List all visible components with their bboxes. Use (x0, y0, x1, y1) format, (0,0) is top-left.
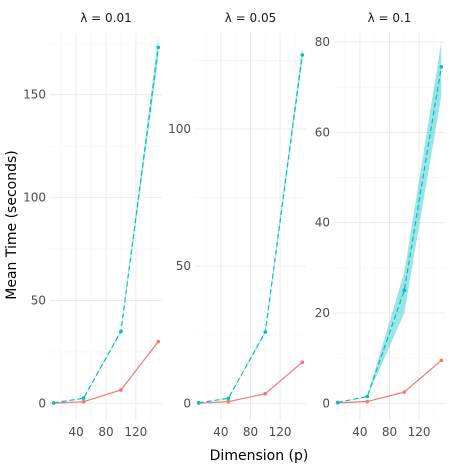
x-tick-label: 80 (98, 425, 113, 439)
series-1-line (53, 341, 159, 404)
y-tick-label: 50 (176, 259, 191, 273)
series-1-line (198, 361, 303, 404)
y-tick-label: 60 (315, 125, 330, 139)
series-2-point (226, 396, 231, 401)
x-tick-label: 80 (243, 425, 258, 439)
y-tick-label: 0 (183, 396, 191, 410)
series-1-point (119, 388, 123, 392)
panel-3: 40 80 120 0 20 40 60 80 λ = 0.1 (315, 11, 445, 439)
series-2-point (156, 45, 161, 50)
series-2-point (51, 401, 56, 405)
x-tick-label: 120 (408, 425, 431, 439)
x-axis-title: Dimension (p) (210, 448, 309, 464)
series-2-point (263, 330, 268, 334)
series-1-point (439, 358, 444, 363)
x-tick-label: 80 (382, 425, 397, 439)
y-tick-label: 150 (23, 88, 46, 102)
series-1-point (300, 360, 305, 364)
x-tick-label: 40 (352, 425, 367, 439)
series-1-line (337, 359, 442, 404)
y-tick-label: 20 (315, 306, 330, 320)
series-1-point (263, 391, 268, 396)
panel-2: 40 80 120 0 50 100 λ = 0.05 (168, 11, 306, 439)
series-2-point (300, 53, 305, 57)
series-2-point (81, 396, 86, 400)
series-2-point (196, 400, 201, 405)
series-1-point (226, 399, 231, 404)
panel-title: λ = 0.1 (368, 11, 412, 25)
series-2-confidence-band (337, 42, 442, 403)
series-2-point (335, 400, 340, 405)
x-tick-label: 40 (213, 425, 228, 439)
y-tick-label: 100 (23, 191, 46, 205)
series-2-point (439, 65, 444, 69)
y-axis-title: Mean Time (seconds) (4, 150, 20, 299)
panel-title: λ = 0.05 (225, 11, 277, 25)
series-1-point (365, 399, 370, 404)
y-tick-label: 0 (322, 396, 330, 410)
series-2-line (198, 54, 303, 404)
series-1-point (402, 390, 407, 394)
x-tick-label: 120 (124, 425, 147, 439)
series-2-point (402, 288, 407, 293)
series-2-point (365, 394, 370, 399)
series-2-line (53, 47, 159, 404)
panel-1: 40 80 120 0 50 100 150 λ = 0.01 (23, 11, 162, 439)
y-tick-label: 50 (31, 293, 46, 307)
y-tick-label: 100 (168, 122, 191, 136)
panel-title: λ = 0.01 (80, 11, 132, 25)
x-tick-label: 40 (68, 425, 83, 439)
y-tick-label: 40 (315, 216, 330, 230)
panels-layer: 40 80 120 0 50 100 150 λ = 0.01 40 80 120 0 50 100 λ =… (23, 11, 445, 439)
x-tick-label: 120 (269, 425, 292, 439)
series-1-point (156, 339, 161, 344)
y-tick-label: 0 (38, 396, 46, 410)
series-2-point (119, 329, 123, 334)
y-tick-label: 80 (315, 35, 330, 49)
series-1-point (81, 399, 86, 404)
